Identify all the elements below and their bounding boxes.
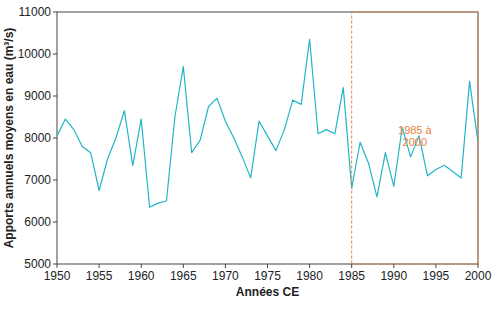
x-tick-label: 1975 [254, 269, 281, 283]
y-tick [53, 180, 57, 181]
x-tick [267, 264, 268, 268]
x-tick [225, 264, 226, 268]
y-tick-label: 8000 [24, 131, 51, 145]
chart: 5000600070008000900010000110001950195519… [0, 0, 498, 313]
y-tick-label: 10000 [18, 47, 52, 61]
x-tick-label: 1990 [380, 269, 407, 283]
x-tick [478, 264, 479, 268]
plot-frame [57, 12, 478, 264]
y-tick-label: 11000 [19, 5, 52, 19]
data-line [57, 39, 478, 207]
x-tick-label: 1985 [338, 269, 365, 283]
x-tick [141, 264, 142, 268]
annotation-box [352, 12, 478, 264]
y-tick-label: 6000 [24, 215, 51, 229]
annotation-text: 1985 à2000 [398, 124, 433, 148]
y-tick [53, 222, 57, 223]
x-tick [99, 264, 100, 268]
x-tick [435, 264, 436, 268]
x-tick-label: 1995 [423, 269, 450, 283]
y-tick [53, 54, 57, 55]
y-tick [53, 12, 57, 13]
y-tick-label: 7000 [24, 173, 51, 187]
y-tick [53, 264, 57, 265]
x-tick-label: 1950 [44, 269, 71, 283]
plot-area [57, 39, 478, 207]
x-tick-label: 1960 [128, 269, 155, 283]
x-tick-label: 2000 [465, 269, 492, 283]
x-tick-label: 1955 [86, 269, 113, 283]
x-tick-label: 1970 [212, 269, 239, 283]
x-tick [351, 264, 352, 268]
x-tick-label: 1965 [170, 269, 197, 283]
y-tick-label: 9000 [24, 89, 51, 103]
x-tick [57, 264, 58, 268]
x-tick-label: 1980 [296, 269, 323, 283]
y-axis-label: Apports annuels moyens en eau (m³/s) [2, 28, 16, 249]
x-axis-label: Années CE [236, 285, 299, 299]
annotation-line: 1985 à [398, 124, 433, 136]
y-tick [53, 96, 57, 97]
x-tick [393, 264, 394, 268]
annotation-line: 2000 [403, 136, 427, 148]
x-tick [309, 264, 310, 268]
y-tick [53, 138, 57, 139]
x-tick [183, 264, 184, 268]
